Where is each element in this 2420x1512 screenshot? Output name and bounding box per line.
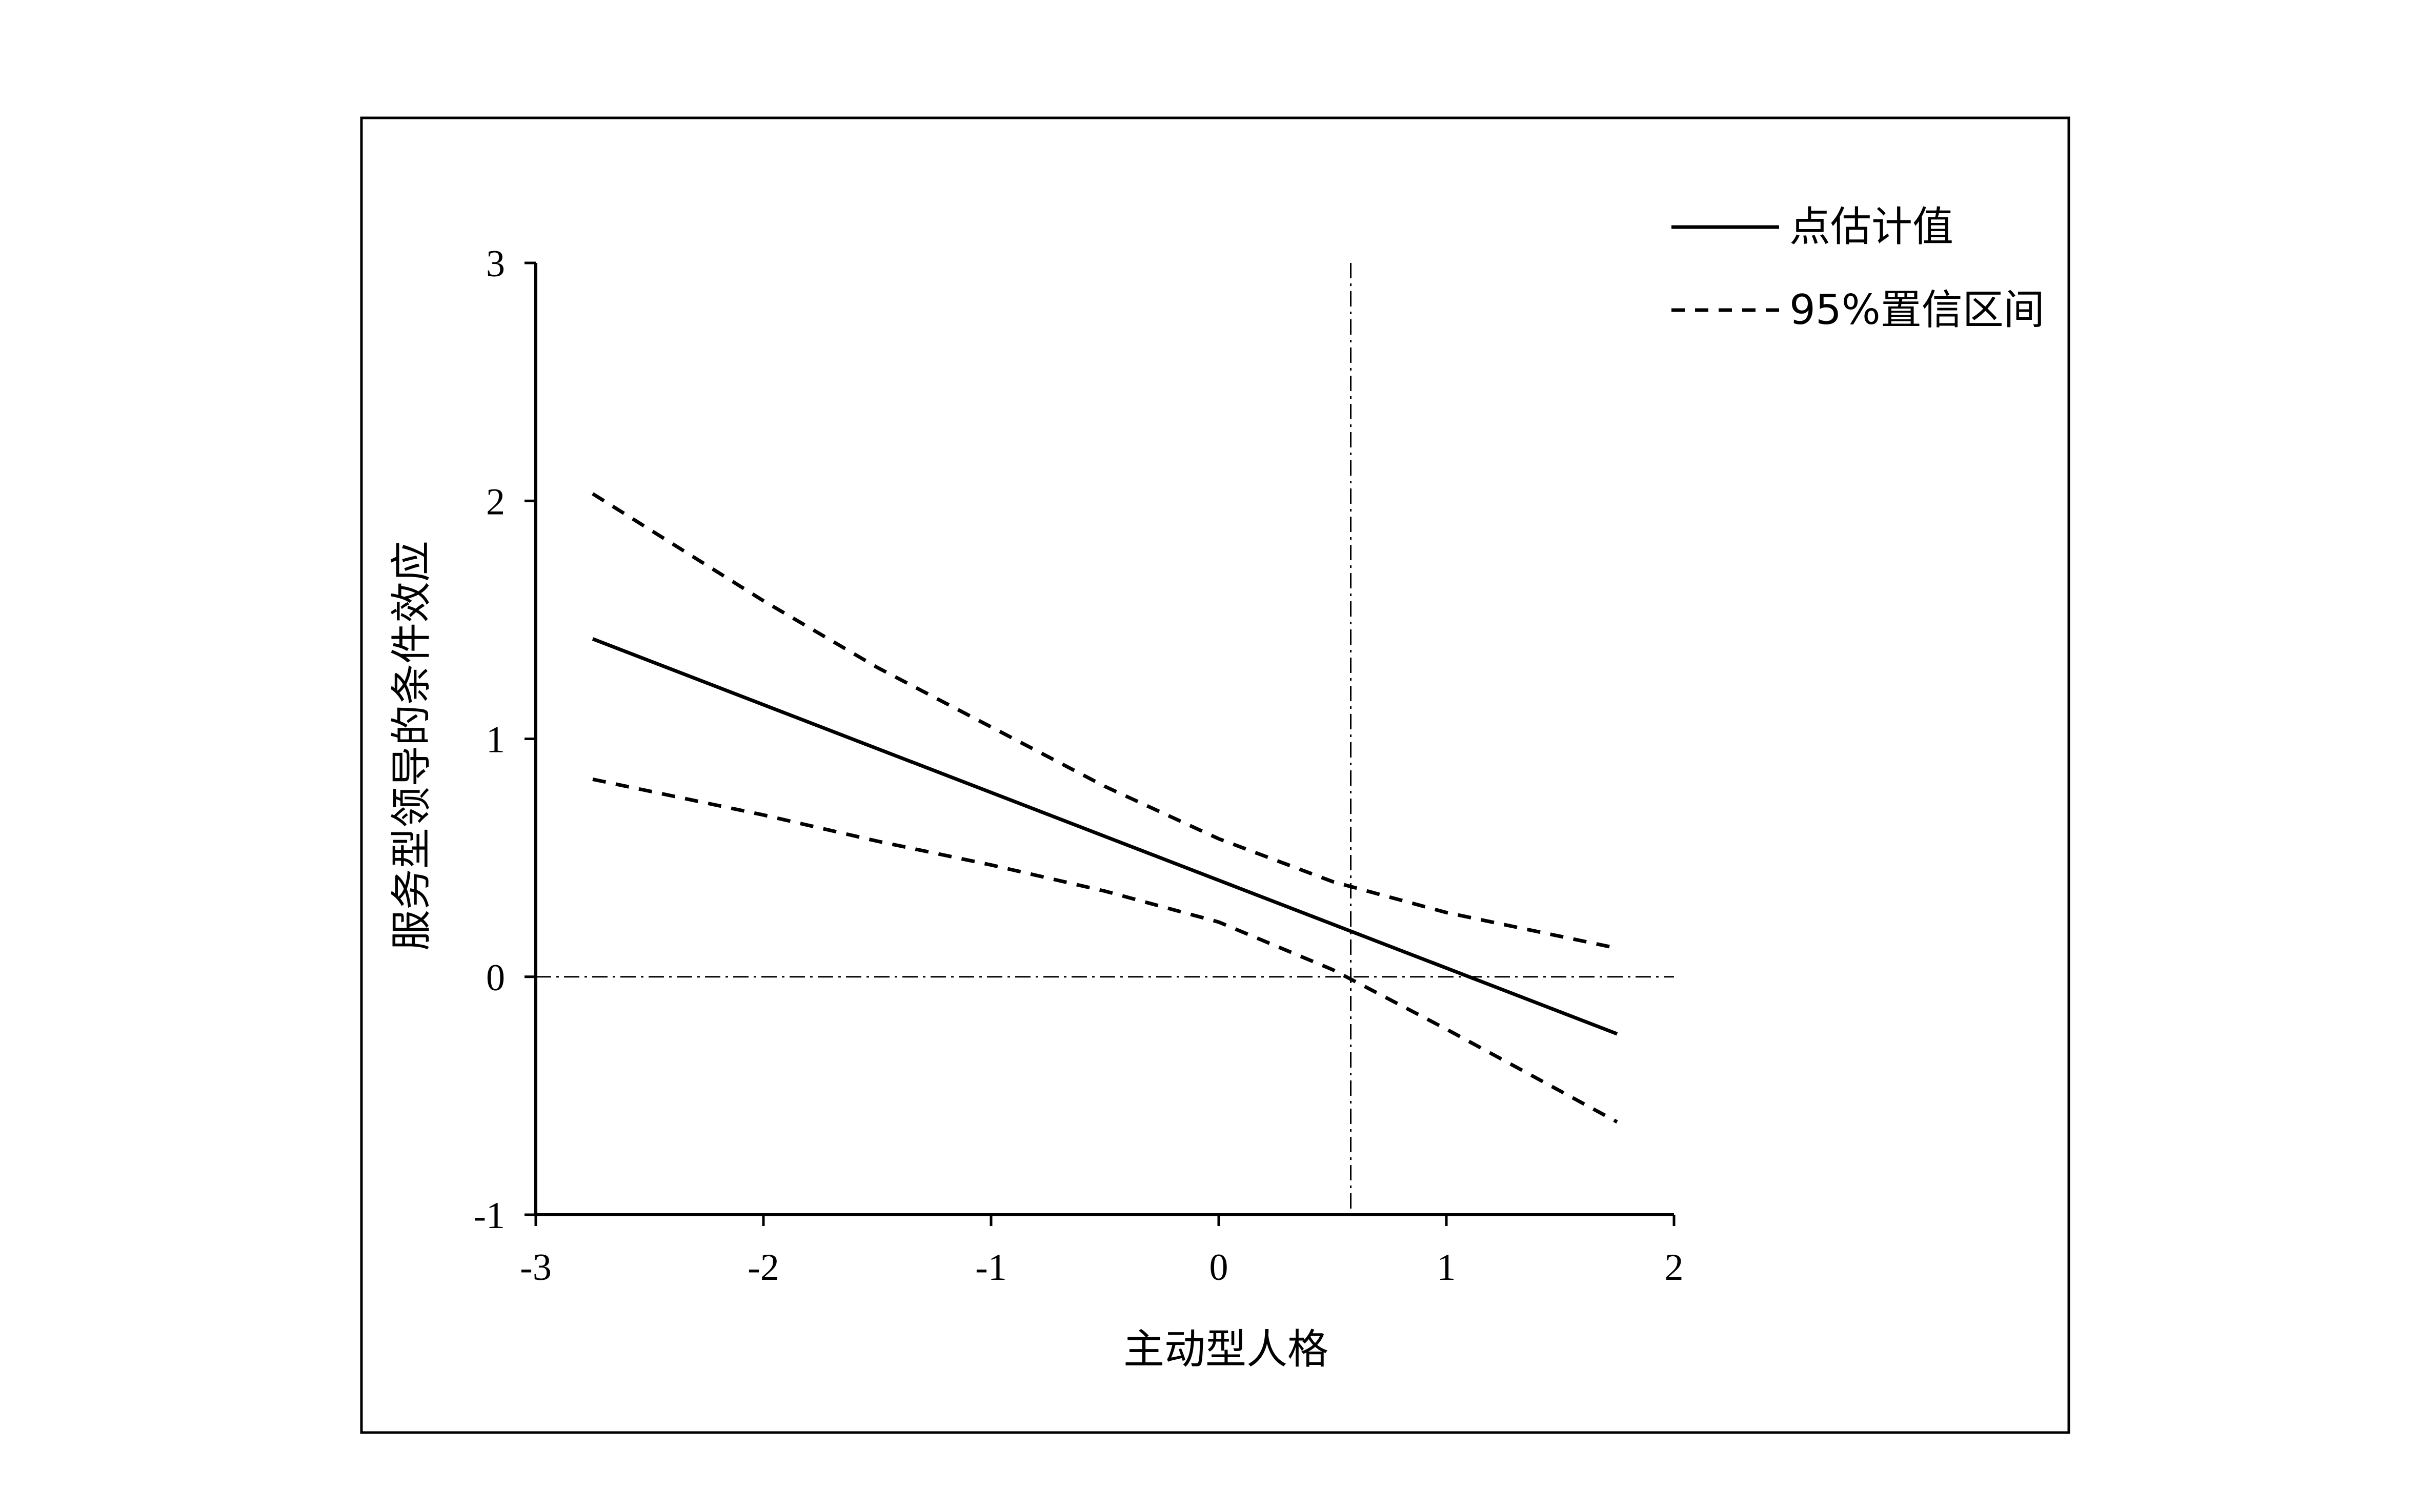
x-tick-label: 1 [1437,1247,1456,1289]
series-point-estimate-line [592,637,1618,1036]
y-tick-label: 3 [486,243,505,285]
y-tick-label: 0 [486,957,505,999]
x-tick-label: 2 [1665,1247,1684,1289]
chart-frame [360,116,2070,1434]
x-axis-title: 主动型人格 [1123,1325,1328,1373]
legend-label-point-estimate: 点估计值 [1789,203,1953,251]
y-tick-label: 1 [486,719,505,761]
x-tick-label: -1 [975,1247,1007,1289]
series-lines [592,492,1618,1124]
reference-lines [536,263,1674,1215]
legend-label-confidence-interval: 95%置信区间 [1789,286,2045,334]
y-axis-title: 服务型领导的条件效应 [388,541,435,951]
legend: 点估计值 95%置信区间 [1671,203,2045,334]
y-tick-label: -1 [473,1195,505,1237]
x-tick-label: -2 [748,1247,779,1289]
series-lower-ci-line [592,777,1618,1124]
axes [525,261,1676,1226]
x-tick-label: -3 [520,1247,552,1289]
series-upper-ci-line [592,492,1618,950]
tick-labels: -3 -2 -1 0 1 2 -1 0 1 2 3 [473,243,1683,1289]
y-tick-label: 2 [486,481,505,523]
x-tick-label: 0 [1209,1247,1228,1289]
